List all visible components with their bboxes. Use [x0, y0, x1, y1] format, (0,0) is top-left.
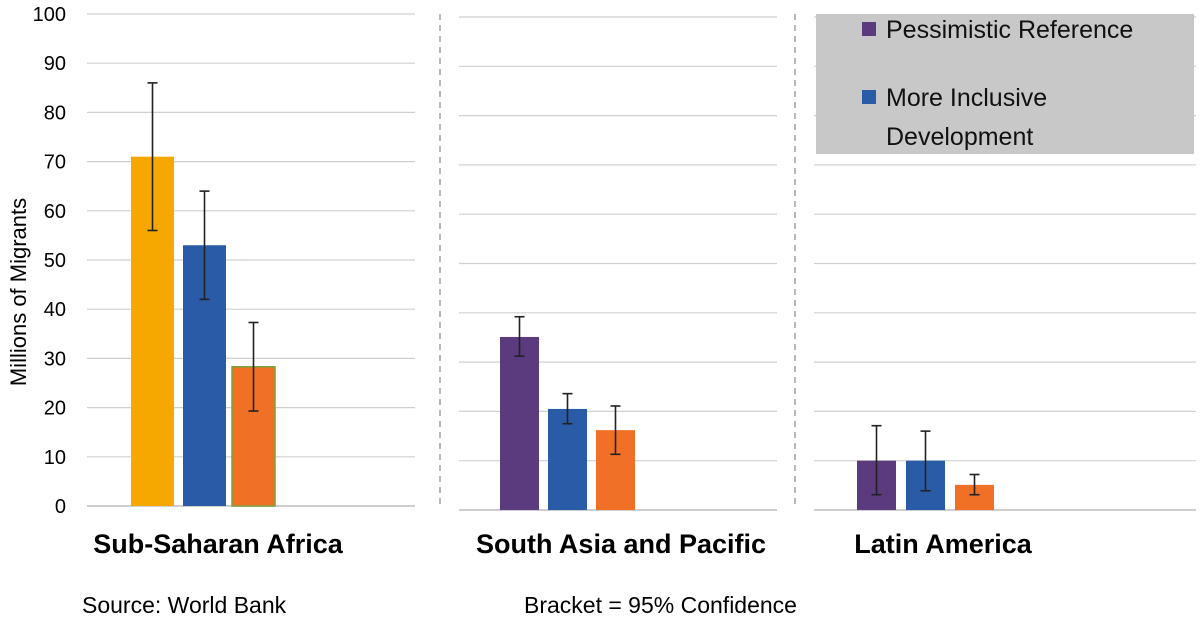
source-note: Source: World Bank [82, 592, 287, 618]
y-tick-label: 60 [44, 201, 66, 223]
legend-swatch [862, 90, 876, 104]
bar [500, 336, 539, 510]
y-tick-label: 20 [44, 398, 66, 420]
confidence-note: Bracket = 95% Confidence [524, 592, 797, 618]
y-tick-label: 40 [44, 299, 66, 321]
bars [131, 156, 994, 510]
error-bars [147, 82, 980, 496]
legend-background [816, 14, 1194, 154]
legend-label: Pessimistic Reference [886, 16, 1133, 44]
y-axis-title: Millions of Migrants [6, 198, 31, 386]
legend-swatch [862, 22, 876, 36]
category-labels: Sub-Saharan Africa South Asia and Pacific… [93, 529, 1033, 559]
legend-label: Development [886, 123, 1033, 151]
y-axis-ticks: 0 10 20 30 40 50 60 70 80 90 100 [33, 4, 66, 518]
y-tick-label: 50 [44, 250, 66, 272]
y-tick-label: 100 [33, 4, 66, 26]
category-label: South Asia and Pacific [476, 529, 766, 559]
y-tick-label: 0 [55, 496, 66, 518]
category-label: Sub-Saharan Africa [93, 529, 344, 559]
y-tick-label: 70 [44, 152, 66, 174]
bar [548, 408, 587, 510]
y-tick-label: 90 [44, 53, 66, 75]
legend-label: More Inclusive [886, 84, 1047, 112]
legend: Pessimistic Reference More Inclusive Devel… [816, 14, 1194, 154]
y-tick-label: 10 [44, 447, 66, 469]
y-tick-label: 80 [44, 102, 66, 124]
y-tick-label: 30 [44, 348, 66, 370]
category-label: Latin America [854, 529, 1033, 559]
panel-dividers [439, 14, 796, 506]
